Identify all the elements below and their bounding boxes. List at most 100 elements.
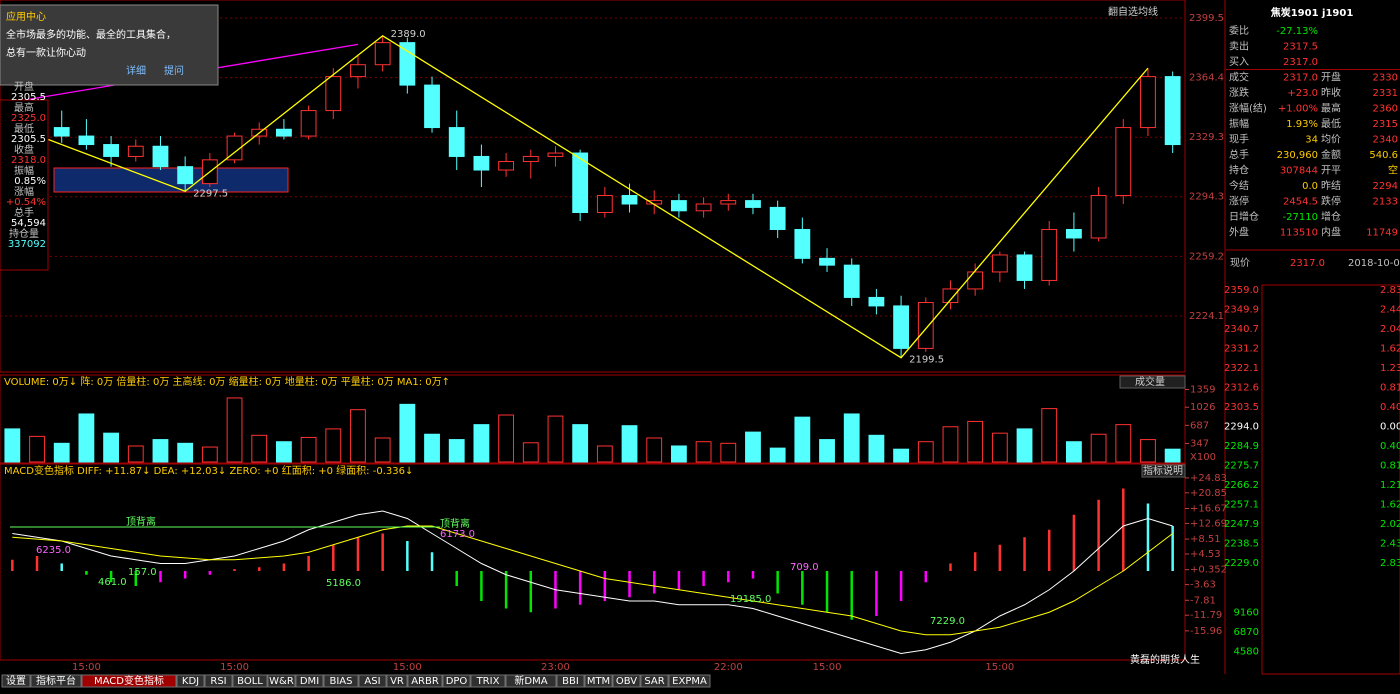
mini-left-label: 4580	[1234, 647, 1259, 658]
macd-annotation: 19185.0	[730, 594, 771, 605]
tab-label[interactable]: ASI	[364, 676, 380, 687]
tab-label[interactable]: TRIX	[476, 676, 500, 687]
tab[interactable]	[668, 674, 711, 688]
macd-line	[12, 510, 1173, 655]
candle-body	[720, 200, 737, 205]
tab-label[interactable]: W&R	[269, 676, 294, 687]
y-tick-label: -15.96	[1190, 626, 1222, 637]
tab-label[interactable]: SAR	[644, 676, 664, 687]
candle-body	[671, 200, 687, 212]
candle-body	[572, 152, 589, 213]
tab[interactable]	[470, 674, 506, 688]
panel-border	[0, 374, 1186, 464]
volume-bar	[547, 415, 564, 463]
candle-body	[1164, 76, 1181, 146]
indicator-selector[interactable]: 成交量	[1135, 375, 1165, 388]
quote-value: 2454.5	[1283, 197, 1318, 208]
candle-body	[473, 155, 490, 171]
quote-value: 2340	[1373, 135, 1398, 146]
tab-label[interactable]: DPO	[446, 676, 468, 687]
tab-label[interactable]: RSI	[210, 676, 226, 687]
quote-label: 振幅	[1229, 117, 1249, 130]
tab[interactable]	[295, 674, 324, 688]
tab[interactable]	[1, 674, 31, 688]
tab[interactable]	[407, 674, 443, 688]
quote-label: 买入	[1229, 56, 1249, 68]
tab-label[interactable]: ARBR	[411, 676, 439, 687]
toolbar-button[interactable]: 翻自选	[1108, 5, 1138, 18]
tab-label[interactable]: EXPMA	[672, 676, 707, 687]
quote-title: 焦炭1901 j1901	[1270, 6, 1354, 19]
toolbar-button[interactable]: 均线	[1138, 5, 1158, 18]
volume-bar	[226, 397, 243, 463]
tab[interactable]	[640, 674, 669, 688]
candle-body	[991, 254, 1008, 273]
tab[interactable]	[81, 674, 177, 688]
tab[interactable]	[386, 674, 408, 688]
tab[interactable]	[323, 674, 359, 688]
quote-label: 成交	[1229, 71, 1249, 84]
tab[interactable]	[204, 674, 233, 688]
tab-label[interactable]: BOLL	[237, 676, 263, 687]
quote-value: 307844	[1280, 166, 1318, 177]
candle-body	[893, 305, 909, 349]
y-tick-label: 2259.2	[1189, 251, 1224, 262]
mini-right-label: 0.40%	[1380, 441, 1400, 452]
quote-label: 跌停	[1321, 195, 1341, 208]
volume-bar	[152, 439, 169, 463]
quote-label: 最高	[1321, 102, 1341, 115]
tab-label[interactable]: MTM	[587, 676, 610, 687]
x-tick-label: 15:00	[220, 662, 249, 673]
candle-body	[374, 42, 391, 66]
tab-label[interactable]: BIAS	[330, 676, 353, 687]
y-tick-label: +12.69	[1190, 518, 1227, 529]
tab-label[interactable]: 新DMA	[514, 674, 547, 687]
macd-annotation: 709.0	[790, 562, 819, 573]
tab[interactable]	[556, 674, 585, 688]
tab-label[interactable]: OBV	[616, 676, 637, 687]
candle-body	[448, 127, 465, 157]
volume-bar	[300, 436, 317, 463]
tab-label[interactable]: 设置	[6, 675, 26, 687]
tab[interactable]	[267, 674, 296, 688]
candle-body	[843, 264, 860, 298]
candle-body	[967, 271, 984, 290]
tab[interactable]	[612, 674, 641, 688]
macd-annotation: 顶背离	[126, 515, 156, 528]
quote-value: 2133	[1373, 197, 1398, 208]
volume-bar	[1041, 408, 1058, 463]
candle-body	[103, 144, 119, 157]
macd-annotation: 461.0	[98, 577, 127, 588]
volume-bar	[621, 425, 638, 463]
price-date: 2018-10-08	[1348, 258, 1400, 269]
volume-bar	[276, 441, 292, 463]
y-tick-label: +0.352	[1190, 565, 1227, 576]
tab[interactable]	[30, 674, 82, 688]
tab-label[interactable]: BBI	[562, 676, 579, 687]
quote-label: 涨停	[1229, 195, 1249, 208]
tab[interactable]	[442, 674, 471, 688]
tab[interactable]	[505, 674, 557, 688]
volume-bar	[399, 403, 416, 463]
popup-link[interactable]: 提问	[164, 64, 184, 77]
popup-link[interactable]: 详细	[126, 64, 146, 77]
quote-value: 2331	[1373, 88, 1398, 99]
tab[interactable]	[584, 674, 613, 688]
y-tick-label: +16.67	[1190, 503, 1227, 514]
y-tick-label: 2294.3	[1189, 192, 1224, 203]
tab-label[interactable]: KDJ	[182, 676, 199, 687]
tab-label[interactable]: 指标平台	[36, 674, 76, 687]
volume-bar	[177, 442, 194, 463]
tab[interactable]	[358, 674, 387, 688]
tab[interactable]	[176, 674, 205, 688]
tab-label[interactable]: VR	[390, 676, 404, 687]
info-value: 2305.5	[11, 92, 46, 103]
y-tick-label: 2399.5	[1189, 13, 1224, 24]
tab-label[interactable]: MACD变色指标	[94, 674, 164, 687]
help-button[interactable]: 指标说明	[1143, 464, 1183, 477]
quote-label: 开盘	[1321, 71, 1341, 84]
tab-label[interactable]: DMI	[300, 676, 319, 687]
candle-body	[424, 84, 440, 129]
tab[interactable]	[232, 674, 268, 688]
info-value: 0.85%	[14, 176, 46, 187]
